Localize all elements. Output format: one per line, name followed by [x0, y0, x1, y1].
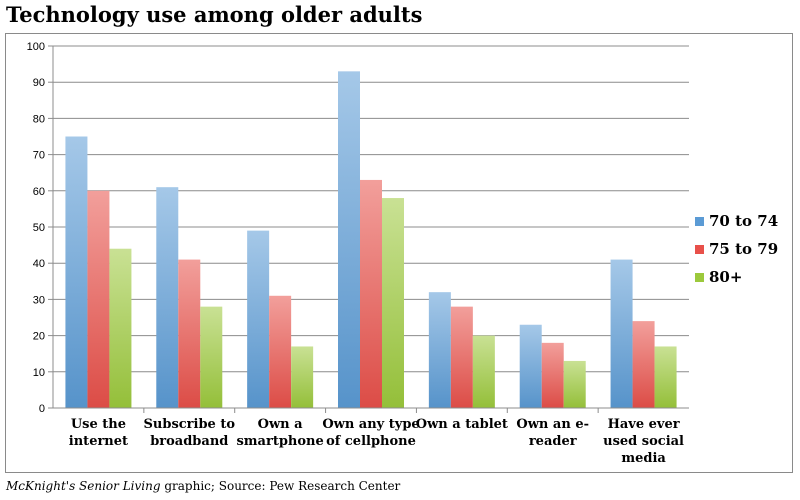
legend-label: 70 to 74 — [709, 212, 778, 230]
x-tick-label: Subscribe to broadband — [144, 417, 236, 449]
legend-label: 75 to 79 — [709, 240, 778, 258]
bar-chart: 0 10 20 30 40 50 60 70 80 90 100 Use the internet Su… — [27, 41, 779, 466]
bar — [269, 295, 292, 408]
publication-name: McKnight's Senior Living — [6, 479, 161, 493]
bar — [472, 335, 495, 408]
legend-swatch — [695, 217, 704, 226]
bar — [291, 346, 314, 408]
bar — [610, 259, 633, 408]
legend-swatch — [695, 245, 704, 254]
y-tick-label: 60 — [33, 186, 45, 198]
y-tick-label: 70 — [33, 150, 45, 162]
y-axis-ticks: 0 10 20 30 40 50 60 70 80 90 100 — [27, 41, 53, 415]
axes — [52, 46, 689, 413]
bar — [65, 136, 88, 408]
y-tick-label: 30 — [33, 294, 45, 306]
chart-frame: 0 10 20 30 40 50 60 70 80 90 100 Use the internet Su… — [5, 33, 793, 473]
y-tick-label: 90 — [33, 77, 45, 89]
bar — [654, 346, 677, 408]
bar — [519, 324, 542, 408]
x-tick-label: Own a smartphone — [236, 417, 323, 449]
bar — [541, 342, 564, 408]
bar — [178, 259, 201, 408]
bar — [450, 306, 473, 408]
bar — [156, 187, 179, 408]
x-tick-label: Own any type of cellphone — [322, 417, 419, 449]
legend-label: 80+ — [709, 268, 742, 286]
x-tick-label: Own an e-reader — [516, 417, 589, 449]
source-note: McKnight's Senior Living graphic; Source… — [6, 479, 400, 493]
bar — [87, 190, 110, 408]
x-tick-label: Have ever used social media — [603, 417, 684, 466]
chart-title: Technology use among older adults — [6, 2, 423, 27]
y-tick-label: 20 — [33, 331, 45, 343]
legend: 70 to 74 75 to 79 80+ — [695, 212, 778, 286]
bar — [428, 292, 451, 408]
bar — [632, 321, 655, 408]
bar — [109, 248, 132, 408]
bar — [338, 71, 360, 408]
x-tick-label: Own a tablet — [416, 417, 508, 432]
bar — [563, 360, 586, 408]
bar — [382, 198, 404, 408]
y-tick-label: 100 — [27, 41, 45, 53]
legend-swatch — [695, 273, 704, 282]
y-tick-label: 80 — [33, 113, 45, 125]
bars — [65, 71, 677, 408]
y-tick-label: 50 — [33, 222, 45, 234]
x-tick-label: Use the internet — [69, 417, 128, 449]
source-text: graphic; Source: Pew Research Center — [160, 479, 401, 493]
bar — [360, 179, 382, 408]
bar — [247, 230, 270, 408]
bar — [200, 306, 223, 408]
y-tick-label: 0 — [39, 403, 45, 415]
y-tick-label: 10 — [33, 367, 45, 379]
y-tick-label: 40 — [33, 258, 45, 270]
